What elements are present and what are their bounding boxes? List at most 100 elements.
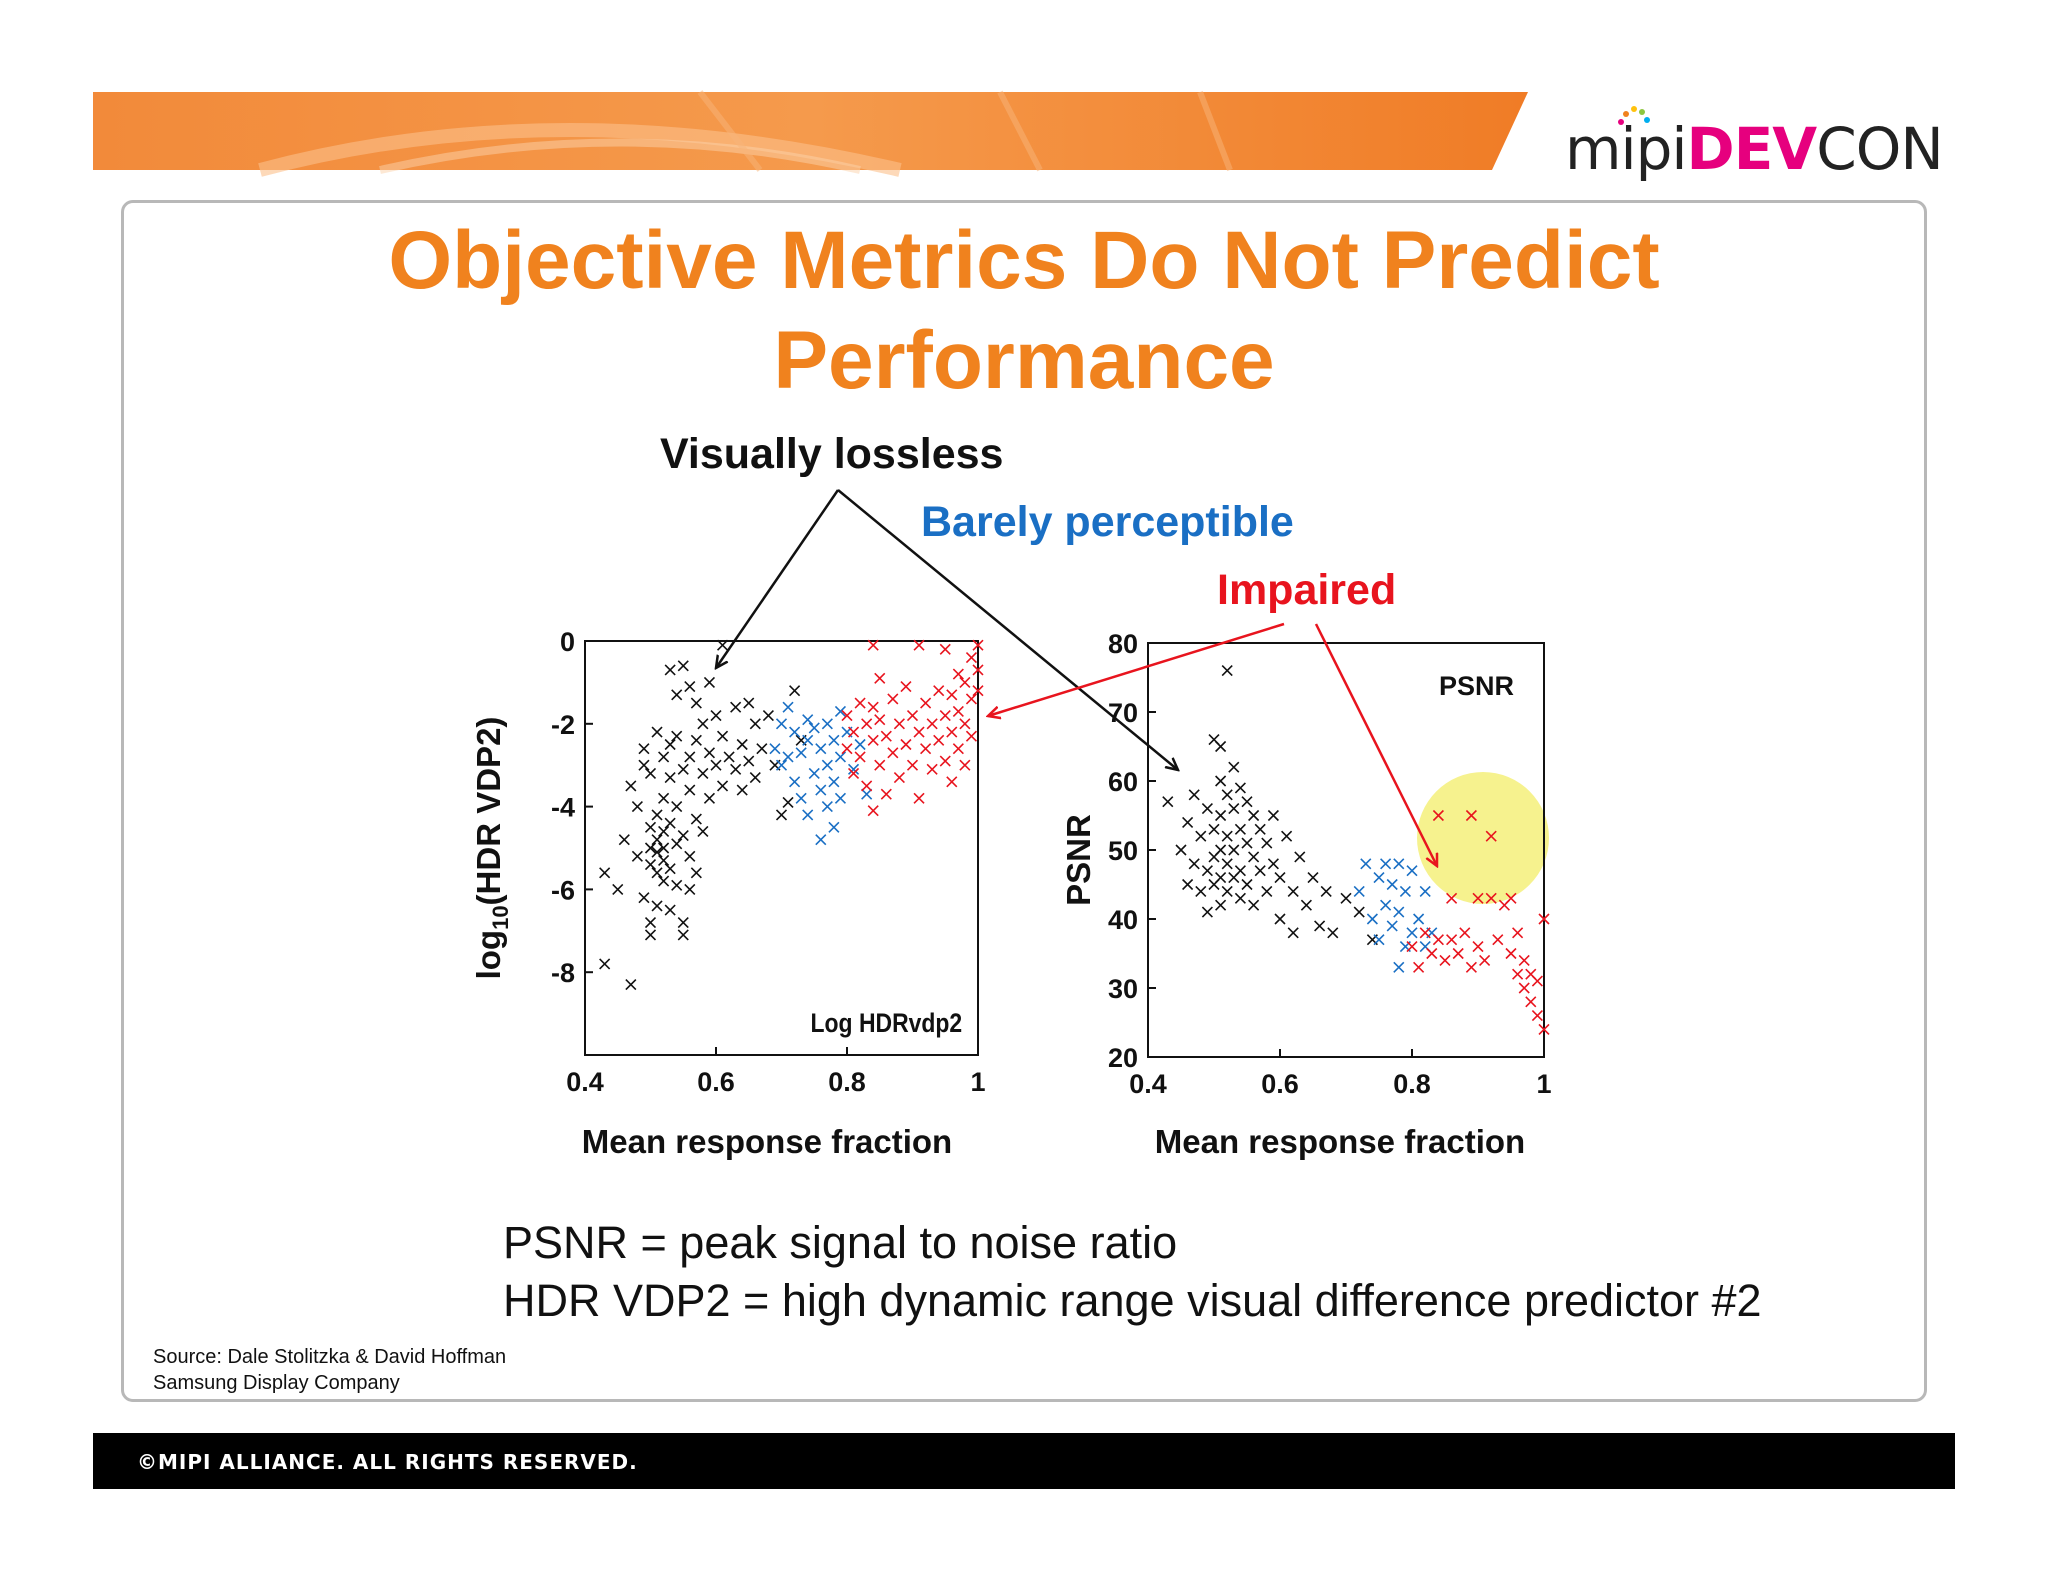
data-point — [749, 772, 761, 784]
data-point — [828, 776, 840, 788]
data-point — [671, 801, 683, 813]
data-point — [789, 685, 801, 697]
data-point — [1413, 913, 1425, 925]
data-point — [1254, 865, 1266, 877]
data-point — [1215, 844, 1227, 856]
data-point — [723, 751, 735, 763]
data-point — [1188, 858, 1200, 870]
data-point — [1320, 885, 1332, 897]
data-point — [952, 705, 964, 717]
data-point — [1406, 865, 1418, 877]
data-point — [1406, 941, 1418, 953]
data-point — [1215, 809, 1227, 822]
data-point — [1254, 823, 1266, 835]
data-point — [658, 751, 670, 763]
arrow-lossless-right — [837, 489, 1178, 770]
data-point — [815, 834, 827, 846]
data-point — [1234, 892, 1246, 904]
label-impaired: Impaired — [1217, 566, 1396, 614]
data-point — [1492, 934, 1504, 946]
data-point — [730, 763, 742, 775]
data-point — [644, 916, 657, 929]
data-point — [658, 875, 670, 887]
data-point — [1294, 851, 1306, 863]
data-point — [1201, 906, 1213, 918]
data-point — [1241, 878, 1253, 891]
slide-frame — [121, 200, 1927, 1402]
data-point — [1538, 1023, 1550, 1035]
data-point — [972, 639, 984, 651]
x-tick-label: 0.6 — [697, 1067, 735, 1097]
data-point — [644, 767, 657, 780]
data-point — [959, 718, 971, 730]
data-point — [782, 796, 794, 809]
data-point — [618, 834, 630, 846]
data-point — [671, 730, 683, 742]
data-point — [946, 776, 958, 788]
data-point — [939, 755, 951, 767]
data-point — [651, 834, 663, 846]
data-point — [664, 904, 676, 916]
data-point — [1393, 906, 1405, 918]
data-point — [1485, 830, 1497, 842]
data-point — [821, 718, 833, 730]
data-point — [684, 751, 696, 763]
data-point — [861, 788, 873, 800]
data-point — [1512, 927, 1524, 939]
data-point — [690, 697, 702, 709]
x-tick-label: 0.6 — [1261, 1069, 1299, 1099]
data-point — [946, 689, 958, 701]
data-point — [782, 701, 794, 713]
data-point — [854, 697, 866, 709]
data-point — [677, 916, 689, 929]
data-point — [736, 738, 748, 751]
data-point — [965, 693, 978, 705]
data-point — [795, 792, 807, 804]
chart2-title: PSNR — [1439, 671, 1514, 701]
data-point — [946, 726, 958, 738]
data-point — [1340, 892, 1352, 904]
data-point — [684, 883, 696, 895]
data-point — [1221, 789, 1233, 801]
data-point — [893, 718, 905, 730]
data-point — [612, 883, 624, 895]
data-point — [690, 734, 702, 746]
data-point — [1327, 927, 1339, 939]
data-point — [631, 850, 643, 862]
data-point — [965, 730, 978, 742]
data-point — [1267, 858, 1279, 870]
x-tick-label: 0.8 — [828, 1067, 866, 1097]
data-point — [716, 780, 729, 792]
data-point — [933, 734, 945, 746]
data-point — [651, 809, 663, 821]
data-point — [1505, 892, 1517, 904]
data-point — [756, 743, 768, 755]
data-point — [952, 668, 964, 680]
data-point — [1366, 913, 1378, 925]
data-point — [789, 726, 801, 738]
data-point — [1195, 830, 1207, 842]
data-point — [867, 701, 879, 713]
data-point — [887, 693, 899, 705]
data-point — [651, 867, 663, 879]
definition-hdr-vdp2: HDR VDP2 = high dynamic range visual dif… — [503, 1275, 1762, 1326]
y-tick-label: -6 — [551, 875, 575, 905]
data-point — [1353, 906, 1365, 918]
mipi-devcon-logo: mipiDEVCON — [1565, 115, 1944, 183]
y-tick-label: -8 — [551, 958, 575, 988]
data-point — [638, 892, 650, 904]
data-point — [638, 759, 650, 771]
data-point — [1446, 934, 1458, 946]
data-point — [913, 639, 925, 651]
data-point — [1373, 872, 1385, 884]
data-point — [664, 664, 676, 676]
y-tick-label: 50 — [1108, 836, 1138, 866]
data-point — [861, 718, 873, 730]
label-barely-perceptible: Barely perceptible — [921, 498, 1294, 546]
data-point — [887, 747, 899, 759]
data-point — [1241, 796, 1253, 808]
data-point — [959, 676, 971, 688]
data-point — [664, 738, 676, 751]
data-point — [1512, 968, 1524, 980]
data-point — [1406, 927, 1418, 939]
